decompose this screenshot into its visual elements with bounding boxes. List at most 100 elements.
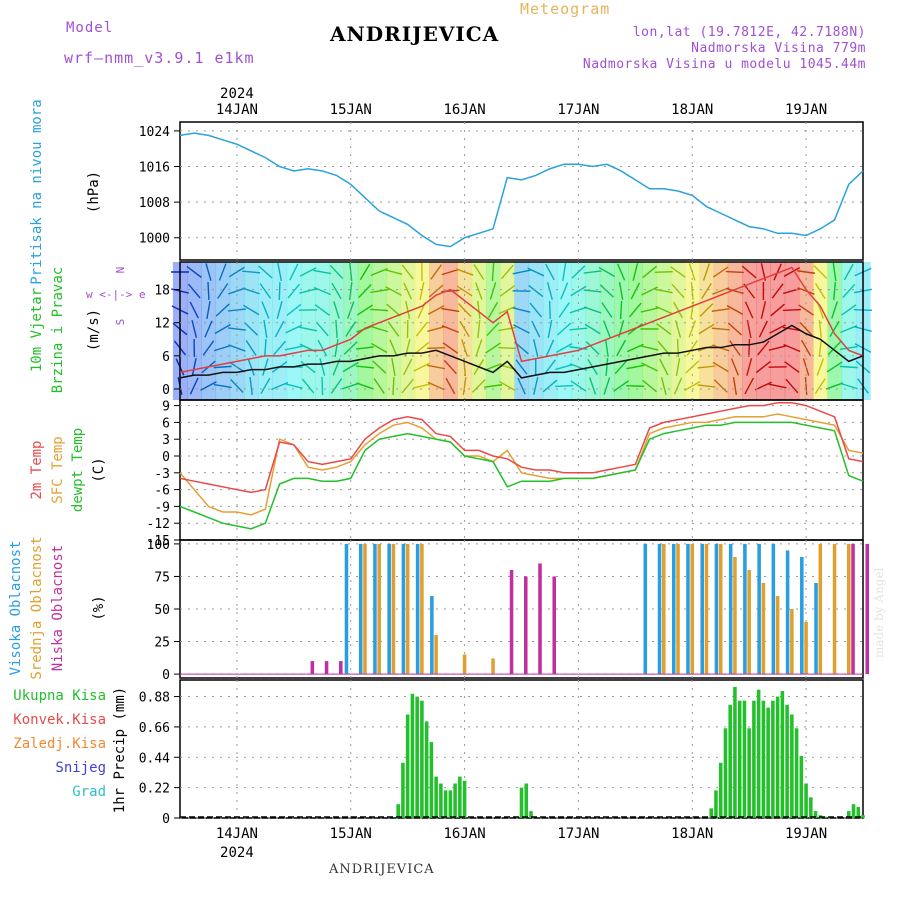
- wind-arrow: [461, 339, 469, 357]
- wind-arrow: [186, 266, 202, 278]
- model-name: wrf—nmm_v3.9.1 e1km: [64, 49, 255, 67]
- wind-arrow: [640, 307, 659, 313]
- wind-arrow: [757, 340, 770, 356]
- wind-arrow: [441, 268, 460, 276]
- wind-arrow: [783, 343, 801, 353]
- wind-arrow: [560, 282, 569, 300]
- precip-bar: [809, 797, 813, 818]
- wind-arrow: [605, 357, 609, 377]
- cloud-bar-high: [714, 543, 719, 675]
- wind-arrow: [614, 359, 628, 375]
- wind-arrow: [261, 301, 270, 319]
- wind-arrow: [603, 377, 611, 395]
- cloud-bar-high: [671, 543, 676, 675]
- wind-arrow: [284, 383, 303, 389]
- precip-bar: [780, 691, 785, 818]
- wind-band: [244, 262, 259, 400]
- coordinates-label: lon,lat (19.7812E, 42.7188N): [632, 25, 866, 40]
- precip-bar: [443, 790, 448, 818]
- wind-arrow: [206, 301, 211, 319]
- wind-arrow: [630, 282, 641, 300]
- pressure-tick-label: 1024: [139, 125, 170, 140]
- wind-arrow: [285, 324, 303, 334]
- wind-gust-line: [179, 266, 864, 374]
- wind-arrow: [372, 360, 387, 374]
- cloud-bar-high: [373, 543, 377, 675]
- wind-unit-label: (m/s): [86, 309, 102, 351]
- temperature-tick-label: 3: [162, 433, 170, 448]
- wind-arrow: [359, 263, 371, 281]
- cloud-bar-low: [509, 569, 514, 675]
- elevation-label: Nadmorska Visina 779m: [691, 41, 866, 56]
- wind-arrow: [459, 320, 470, 338]
- wind-arrow: [616, 339, 627, 357]
- cloud-unit-label: (%): [91, 595, 107, 620]
- wind-arrow: [527, 267, 545, 277]
- precip-bar: [439, 783, 443, 818]
- temperature-panel-frame: [179, 399, 864, 541]
- precip-legend-item: Snijeg: [55, 760, 106, 776]
- wind-tick-label: 18: [154, 284, 170, 299]
- wind-arrow: [277, 263, 283, 281]
- cloud-bar-mid: [690, 543, 695, 675]
- temp2m-axis-label: 2m Temp: [29, 440, 45, 499]
- wind-arrow: [686, 340, 698, 356]
- precip-bar: [856, 806, 861, 818]
- cloud-bar-high: [771, 543, 776, 675]
- wind-arrow: [545, 339, 555, 357]
- wind-arrow: [403, 282, 413, 300]
- wind-arrow: [528, 284, 544, 298]
- wind-arrow: [498, 346, 517, 350]
- wind-arrow: [263, 320, 268, 338]
- wind-arrow: [702, 263, 711, 281]
- wind-arrow: [244, 322, 259, 336]
- wind-arrow: [673, 301, 683, 319]
- wind-arrow: [670, 266, 686, 278]
- wind-arrow: [688, 320, 697, 338]
- wind-arrow: [654, 270, 673, 274]
- cloud-bar-high: [358, 543, 363, 675]
- pressure-tick-label: 1000: [139, 232, 170, 247]
- cloud-bar-high: [387, 543, 391, 675]
- precip-bar: [775, 696, 780, 818]
- cloud-bar-high: [657, 543, 662, 675]
- wind-arrow: [301, 378, 315, 394]
- precip-bar: [790, 714, 794, 818]
- wind-arrow: [287, 283, 301, 299]
- wind-arrow: [585, 341, 600, 355]
- wind-arrow: [712, 266, 729, 278]
- wind-compass-n-label: N: [114, 267, 127, 274]
- day-label-bottom: 14JAN: [216, 826, 258, 842]
- precip-bar: [766, 707, 770, 818]
- precip-bar: [742, 700, 747, 818]
- wind-band: [414, 262, 430, 400]
- wind-arrow: [499, 285, 515, 297]
- precip-bar: [429, 742, 434, 818]
- wind-arrow: [547, 320, 553, 338]
- wind-arrow: [583, 289, 602, 293]
- wind-arrow: [187, 283, 201, 299]
- wind-arrow: [299, 326, 318, 332]
- wind-arrow: [529, 302, 542, 318]
- wind-arrow: [814, 378, 826, 394]
- wind-arrow: [659, 358, 669, 376]
- wind-arrow: [189, 301, 199, 319]
- wind-arrow: [333, 301, 340, 319]
- wind-band: [798, 262, 814, 400]
- wind-arrow: [555, 363, 574, 371]
- wind-arrow: [513, 324, 530, 334]
- cloud-bar-mid: [662, 543, 666, 675]
- wind-arrow: [358, 284, 372, 298]
- precip-bar: [851, 804, 856, 818]
- wind-arrow: [331, 282, 342, 300]
- wind-arrow: [319, 358, 326, 376]
- precip-bar: [785, 704, 789, 818]
- cloud-bar-high: [757, 543, 761, 675]
- wind-arrow: [602, 320, 611, 338]
- wind-arrow: [768, 345, 787, 351]
- high-cloud-axis-label: Visoka Oblacnost: [8, 541, 24, 676]
- wind-tick-label: 0: [162, 383, 170, 398]
- precip-tick-label: 0.22: [139, 782, 170, 797]
- wind-arrow: [533, 339, 539, 357]
- cloud-bar-mid: [718, 543, 723, 675]
